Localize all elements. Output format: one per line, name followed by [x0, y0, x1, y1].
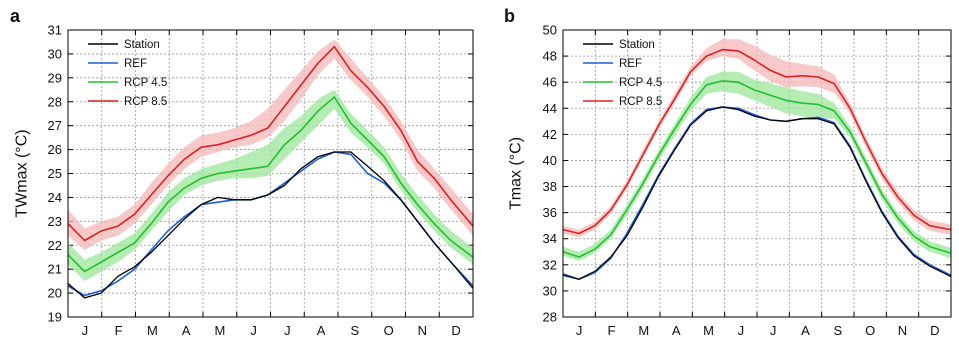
plot-frame: [67, 29, 474, 318]
y-tick-label: 34: [543, 231, 557, 246]
x-tick-label: M: [703, 323, 714, 338]
legend-label-station: Station: [124, 39, 160, 51]
x-tick-label: A: [801, 323, 810, 338]
series-line-rcp85: [67, 45, 474, 242]
y-tick-label: 19: [48, 310, 62, 325]
y-tick-label: 36: [543, 205, 557, 220]
y-tick-label: 23: [48, 214, 62, 229]
y-tick-label: 22: [48, 238, 62, 253]
panel-label: a: [10, 6, 21, 26]
series-line-rcp85: [562, 48, 952, 235]
y-tick-label: 42: [543, 127, 557, 142]
y-tick-label: 25: [48, 166, 62, 181]
x-tick-label: O: [865, 323, 875, 338]
chart-panel-a: a 19 20 21 22 23 24 25 26 27 28 29 30 31 J F M A M J J A S O N D T…: [10, 6, 474, 338]
y-tick-label: 50: [543, 23, 557, 38]
panel-label: b: [504, 6, 515, 26]
series-line-station: [67, 151, 474, 299]
y-tick-label: 28: [543, 310, 557, 325]
y-tick-label: 48: [543, 49, 557, 64]
series-line-rcp45: [562, 80, 952, 258]
y-tick-label: 30: [48, 46, 62, 61]
x-tick-label: F: [608, 323, 616, 338]
x-tick-label: J: [284, 323, 291, 338]
x-tick-label: A: [672, 323, 681, 338]
x-tick-label: M: [147, 323, 158, 338]
y-tick-label: 38: [543, 179, 557, 194]
y-tick-label: 27: [48, 118, 62, 133]
legend-label-rcp45: RCP 4.5: [619, 77, 662, 89]
y-tick-label: 32: [543, 257, 557, 272]
y-tick-label: 24: [48, 190, 62, 205]
x-tick-label: N: [418, 323, 427, 338]
y-tick-label: 31: [48, 23, 62, 38]
legend-label-ref: REF: [619, 58, 642, 70]
x-tick-label: N: [898, 323, 907, 338]
y-tick-label: 21: [48, 262, 62, 277]
x-tick-label: M: [638, 323, 649, 338]
legend-label-ref: REF: [124, 58, 147, 70]
chart-panel-b: b 28 30 32 34 36 38 40 42 44 46 48 50 J F M A M J J A S O N D Tma…: [504, 6, 952, 338]
x-tick-label: D: [451, 323, 460, 338]
x-tick-label: J: [250, 323, 257, 338]
y-tick-label: 26: [48, 142, 62, 157]
plot-frame: [562, 29, 952, 318]
y-tick-label: 46: [543, 75, 557, 90]
y-axis-label: TWmax (°C): [14, 129, 31, 217]
x-tick-label: F: [115, 323, 123, 338]
x-tick-label: S: [351, 323, 360, 338]
y-tick-label: 30: [543, 283, 557, 298]
x-tick-label: J: [576, 323, 583, 338]
x-tick-label: J: [738, 323, 745, 338]
legend-label-rcp85: RCP 8.5: [124, 96, 167, 108]
x-tick-label: A: [182, 323, 191, 338]
x-tick-label: J: [770, 323, 777, 338]
y-tick-label: 40: [543, 153, 557, 168]
y-tick-label: 44: [543, 101, 557, 116]
y-axis-label: Tmax (°C): [508, 137, 525, 210]
band-rcp45: [68, 89, 473, 282]
x-tick-label: A: [317, 323, 326, 338]
x-tick-label: O: [384, 323, 394, 338]
series-line-rcp45: [67, 96, 474, 273]
series-line-station: [562, 106, 952, 280]
y-tick-label: 28: [48, 94, 62, 109]
legend-label-station: Station: [619, 39, 655, 51]
x-tick-label: D: [930, 323, 939, 338]
x-tick-label: M: [214, 323, 225, 338]
band-rcp85: [563, 39, 951, 238]
x-tick-label: J: [82, 323, 89, 338]
y-tick-label: 20: [48, 286, 62, 301]
x-tick-label: S: [833, 323, 842, 338]
y-tick-label: 29: [48, 70, 62, 85]
legend-label-rcp85: RCP 8.5: [619, 96, 662, 108]
legend-label-rcp45: RCP 4.5: [124, 77, 167, 89]
